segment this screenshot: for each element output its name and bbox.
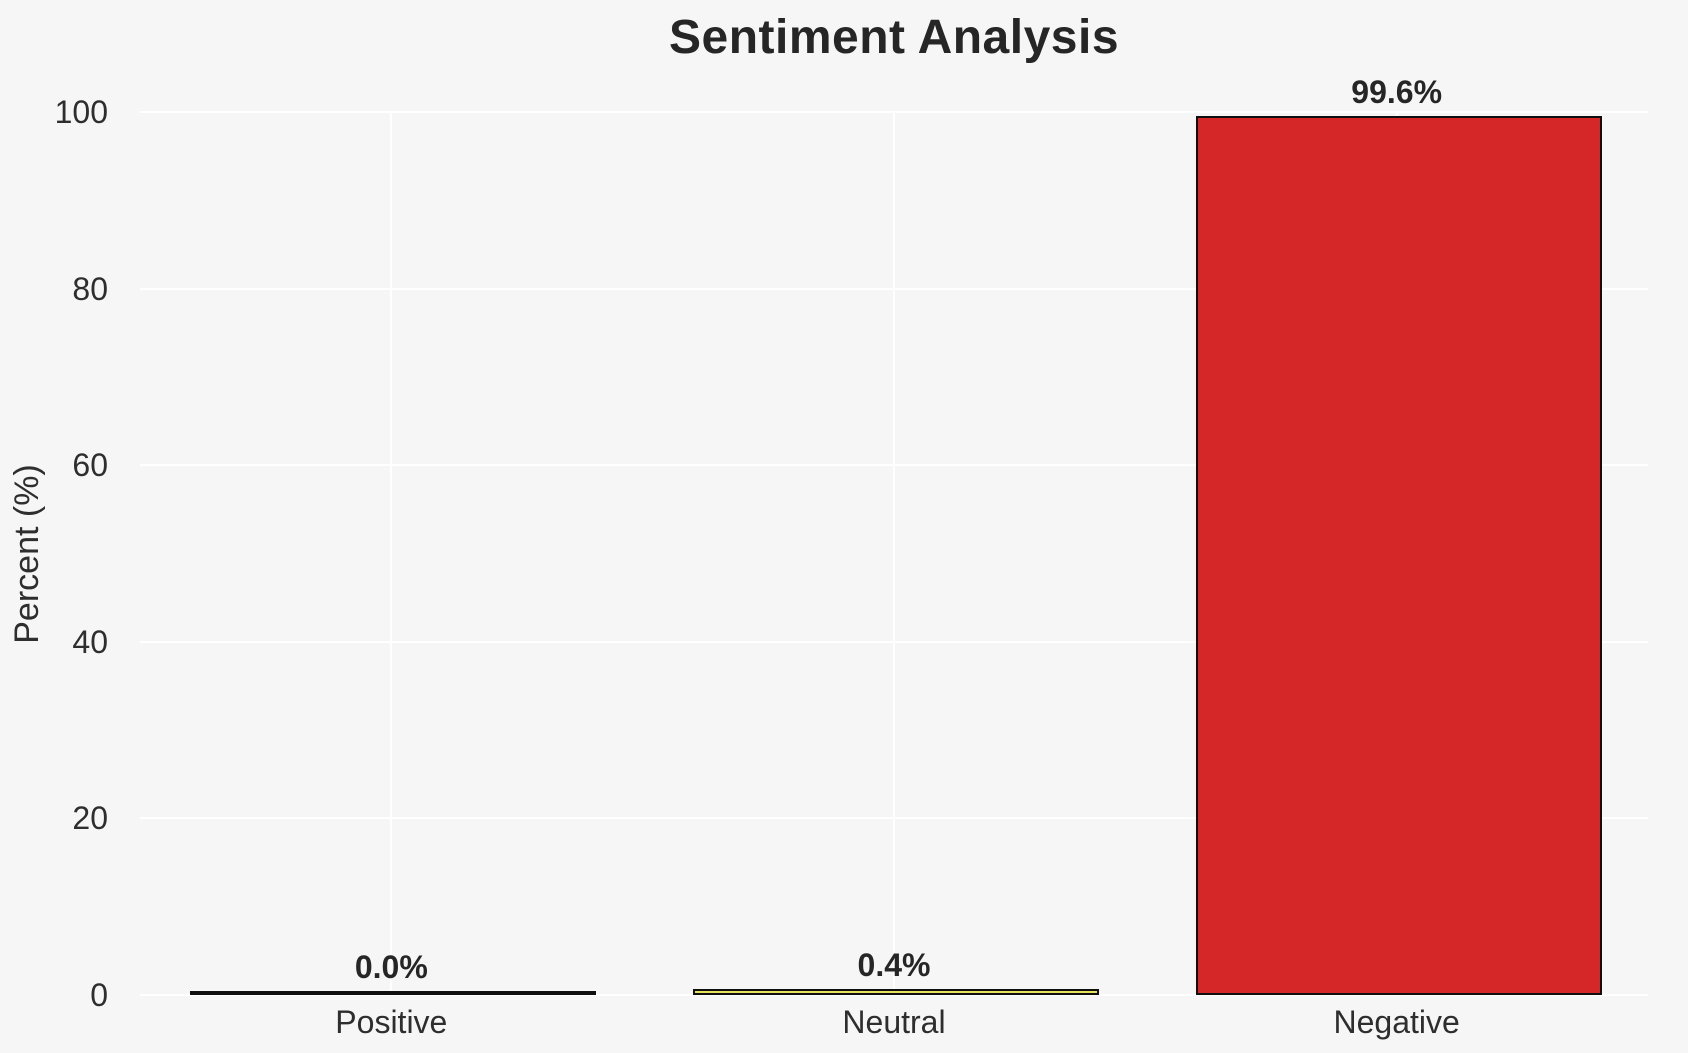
y-tick-label: 40 [72,623,108,660]
bar-value-label: 99.6% [1351,73,1443,110]
plot-area: 0 20 40 60 80 100 0.0% Positive 0.4% Neutral 99.6%… [55,74,1648,1040]
bar-positive [190,991,597,995]
chart-title: Sentiment Analysis [668,11,1120,64]
y-tick-label: 60 [72,447,108,484]
bar-value-label: 0.0% [354,949,428,985]
y-tick-label: 20 [72,800,108,837]
bar-neutral [692,989,1100,995]
bar-negative [1195,115,1602,995]
gridline-vertical [390,112,393,995]
bar-value-label: 0.4% [857,947,931,983]
x-tick-label: Positive [335,1004,448,1040]
y-tick-label: 0 [90,977,108,1013]
y-axis-label: Percent (%) [8,464,46,644]
x-tick-label: Neutral [842,1004,946,1040]
gridline-horizontal [140,994,1648,996]
y-tick-label: 100 [54,94,108,130]
y-tick-label: 80 [72,270,108,307]
x-tick-label: Negative [1333,1004,1460,1040]
gridline-vertical [893,112,895,995]
